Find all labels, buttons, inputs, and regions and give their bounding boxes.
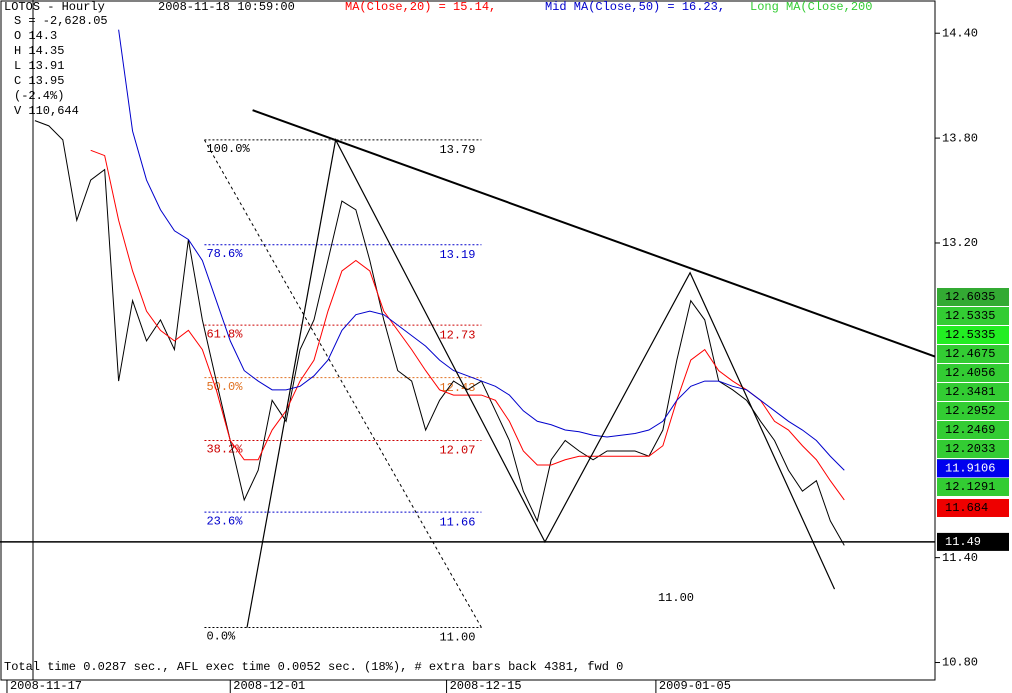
- series-line: [90, 149, 845, 501]
- trendline: [252, 109, 936, 358]
- price-label: 12.6035: [945, 290, 995, 304]
- price-label-bg: [937, 478, 1009, 496]
- x-tick-label: 2008-11-17: [10, 679, 82, 693]
- fib-label: 100.0%: [206, 142, 250, 156]
- fib-label: 38.2%: [206, 443, 243, 457]
- info-text: (-2.4%): [14, 89, 64, 103]
- y-tick-label: 10.80: [942, 656, 978, 670]
- price-label: 11.9106: [945, 462, 995, 476]
- x-tick-label: 2009-01-05: [659, 679, 731, 693]
- price-label: 12.5335: [945, 309, 995, 323]
- x-tick-label: 2008-12-01: [233, 679, 305, 693]
- info-text: S = -2,628.05: [14, 14, 108, 28]
- price-label-bg: [937, 345, 1009, 363]
- price-label: 12.3481: [945, 385, 995, 399]
- annotation: 11.00: [658, 591, 694, 605]
- price-label: 12.5335: [945, 328, 995, 342]
- price-label: 12.1291: [945, 480, 995, 494]
- info-text: C 13.95: [14, 74, 64, 88]
- info-text: V 110,644: [14, 104, 79, 118]
- y-tick-label: 11.40: [942, 551, 978, 565]
- price-label-bg: [937, 532, 1009, 551]
- plot-frame: [0, 0, 936, 681]
- header-text: Long MA(Close,200: [750, 0, 872, 14]
- price-label-bg: [937, 326, 1009, 344]
- x-tick-label: 2008-12-15: [450, 679, 522, 693]
- footer-text: Total time 0.0287 sec., AFL exec time 0.…: [4, 660, 623, 674]
- info-text: H 14.35: [14, 44, 64, 58]
- price-label-bg: [937, 288, 1009, 306]
- fib-label: 50.0%: [206, 380, 243, 394]
- fib-value: 11.66: [439, 515, 475, 529]
- price-label: 12.4056: [945, 366, 995, 380]
- price-label: 11.49: [945, 535, 981, 549]
- series-line: [118, 29, 845, 471]
- fib-value: 13.79: [439, 143, 475, 157]
- price-label: 12.2033: [945, 442, 995, 456]
- series-line: [34, 120, 845, 546]
- fib-value: 12.07: [439, 444, 475, 458]
- price-label: 12.4675: [945, 347, 995, 361]
- info-text: L 13.91: [14, 59, 64, 73]
- price-label-bg: [937, 383, 1009, 401]
- fib-label: 0.0%: [206, 630, 236, 644]
- fib-label: 61.8%: [206, 327, 243, 341]
- price-label-bg: [937, 459, 1009, 478]
- price-label-bg: [937, 440, 1009, 458]
- header-text: LOTOS - Hourly: [4, 0, 105, 14]
- fib-value: 12.73: [439, 328, 475, 342]
- y-tick-label: 13.20: [942, 236, 978, 250]
- price-label: 12.2469: [945, 423, 995, 437]
- price-label-bg: [937, 402, 1009, 420]
- price-label: 12.2952: [945, 404, 995, 418]
- y-tick-label: 13.80: [942, 131, 978, 145]
- price-label-bg: [937, 307, 1009, 325]
- info-text: O 14.3: [14, 29, 57, 43]
- fib-value: 13.19: [439, 248, 475, 262]
- header-text: Mid MA(Close,50) = 16.23,: [545, 0, 725, 14]
- header-text: 2008-11-18 10:59:00: [158, 0, 295, 14]
- fib-label: 23.6%: [206, 514, 243, 528]
- price-label-bg: [937, 498, 1009, 517]
- price-label-bg: [937, 421, 1009, 439]
- price-label: 11.684: [945, 501, 988, 515]
- fib-value: 11.00: [439, 631, 475, 645]
- fib-label: 78.6%: [206, 247, 243, 261]
- header-text: MA(Close,20) = 15.14,: [345, 0, 496, 14]
- price-label-bg: [937, 364, 1009, 382]
- y-tick-label: 14.40: [942, 26, 978, 40]
